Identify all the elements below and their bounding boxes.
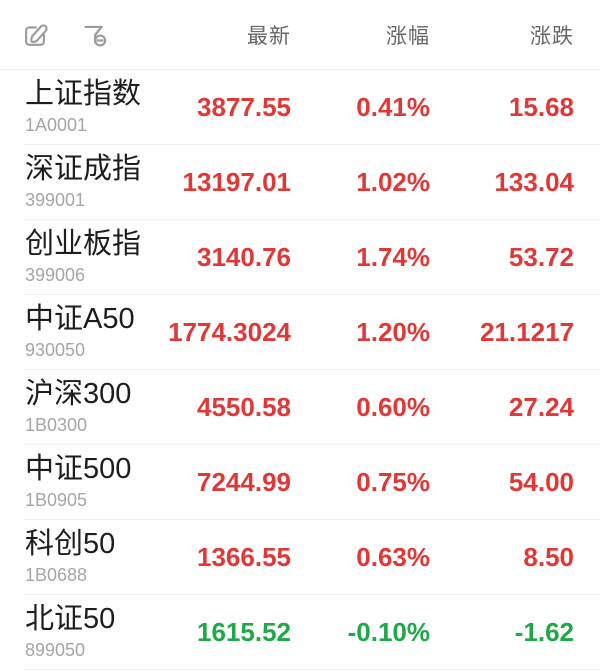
change-percent: 1.20%: [356, 317, 430, 347]
change-percent: -0.10%: [347, 617, 430, 647]
column-header-latest[interactable]: 最新: [247, 24, 291, 48]
index-name-block: 创业板指 399006: [25, 228, 160, 286]
change-amount: 133.04: [494, 167, 574, 197]
latest-price: 3877.55: [197, 92, 291, 122]
edit-button[interactable]: [18, 18, 52, 52]
index-row[interactable]: 上证指数 1A0001 3877.55 0.41% 15.68: [0, 70, 600, 145]
change-amount: 15.68: [508, 92, 574, 122]
filter-button[interactable]: [78, 18, 112, 52]
index-row[interactable]: 中证A50 930050 1774.3024 1.20% 21.1217: [0, 295, 600, 370]
index-code: 1B0688: [25, 565, 88, 586]
change-percent: 0.60%: [356, 392, 430, 422]
index-name-block: 深证成指 399001: [25, 153, 160, 211]
index-row[interactable]: 北证50 899050 1615.52 -0.10% -1.62: [0, 595, 600, 670]
index-name-block: 沪深300 1B0300: [25, 378, 160, 436]
latest-price: 3140.76: [197, 242, 291, 272]
latest-price: 13197.01: [182, 167, 291, 197]
latest-price: 1366.55: [197, 542, 291, 572]
change-amount: 8.50: [523, 542, 574, 572]
index-name-block: 上证指数 1A0001: [25, 78, 160, 136]
index-name: 沪深300: [25, 378, 132, 411]
latest-price: 4550.58: [197, 392, 291, 422]
change-percent: 0.63%: [356, 542, 430, 572]
list-header: 最新 涨幅 涨跌: [0, 0, 600, 70]
index-name: 创业板指: [25, 228, 142, 261]
index-row[interactable]: 科创50 1B0688 1366.55 0.63% 8.50: [0, 520, 600, 595]
index-name-block: 中证A50 930050: [25, 303, 160, 361]
change-amount: 27.24: [508, 392, 574, 422]
index-code: 1A0001: [25, 115, 88, 136]
latest-price: 1774.3024: [168, 317, 291, 347]
change-percent: 1.74%: [356, 242, 430, 272]
column-header-change-percent[interactable]: 涨幅: [386, 24, 430, 48]
change-percent: 0.41%: [356, 92, 430, 122]
index-row[interactable]: 创业板指 399006 3140.76 1.74% 53.72: [0, 220, 600, 295]
index-name: 中证A50: [25, 303, 135, 336]
change-amount: -1.62: [514, 617, 574, 647]
index-name-block: 中证500 1B0905: [25, 453, 160, 511]
index-code: 399006: [25, 265, 86, 286]
change-amount: 21.1217: [480, 317, 574, 347]
index-code: 1B0300: [25, 415, 88, 436]
index-row[interactable]: 中证500 1B0905 7244.99 0.75% 54.00: [0, 445, 600, 520]
toolbar-icons: [18, 18, 160, 52]
filter-icon: [78, 18, 112, 52]
index-name: 深证成指: [25, 153, 142, 186]
index-name-block: 科创50 1B0688: [25, 528, 160, 586]
index-row[interactable]: 沪深300 1B0300 4550.58 0.60% 27.24: [0, 370, 600, 445]
index-code: 399001: [25, 190, 86, 211]
change-percent: 1.02%: [356, 167, 430, 197]
index-code: 930050: [25, 340, 86, 361]
edit-icon: [19, 19, 51, 51]
column-header-change[interactable]: 涨跌: [530, 24, 574, 48]
change-amount: 54.00: [508, 467, 574, 497]
change-percent: 0.75%: [356, 467, 430, 497]
index-code: 1B0905: [25, 490, 88, 511]
index-list: 上证指数 1A0001 3877.55 0.41% 15.68 深证成指 399…: [0, 70, 600, 670]
latest-price: 1615.52: [197, 617, 291, 647]
latest-price: 7244.99: [197, 467, 291, 497]
index-name: 中证500: [25, 453, 132, 486]
index-name-block: 北证50 899050: [25, 603, 160, 661]
index-code: 899050: [25, 640, 86, 661]
index-name: 北证50: [25, 603, 116, 636]
change-amount: 53.72: [508, 242, 574, 272]
index-row[interactable]: 深证成指 399001 13197.01 1.02% 133.04: [0, 145, 600, 220]
index-name: 科创50: [25, 528, 116, 561]
index-name: 上证指数: [25, 78, 142, 111]
